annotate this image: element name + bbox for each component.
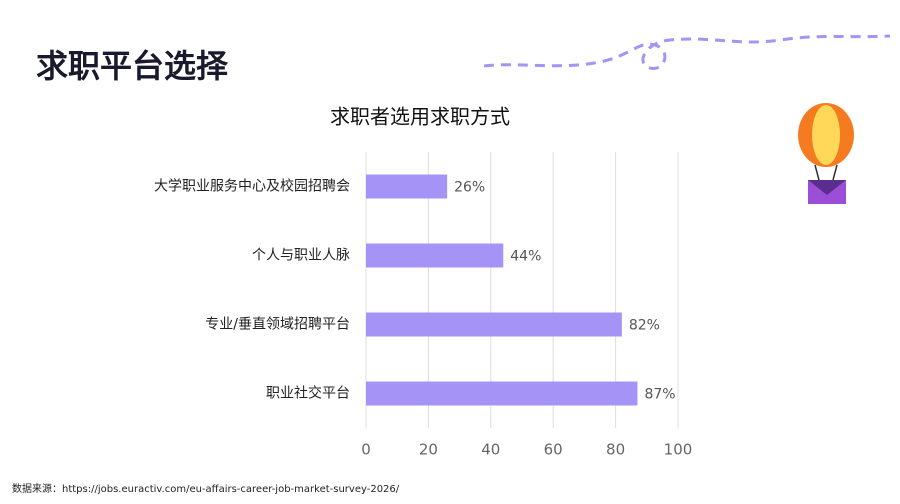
x-tick-label: 20 [419,441,438,459]
bar [366,312,622,337]
value-label: 26% [454,180,485,196]
x-tick-label: 0 [361,441,371,459]
bar [366,174,448,199]
source-note: 数据来源：https://jobs.euractiv.com/eu-affair… [12,482,400,495]
bar [366,243,504,268]
bar [366,381,638,406]
value-label: 82% [629,318,660,334]
x-tick-label: 40 [481,441,500,459]
x-tick-label: 60 [544,441,563,459]
slide-title: 求职平台选择 [36,47,229,85]
x-tick-label: 100 [664,441,693,459]
y-tick-label: 职业社交平台 [266,385,350,402]
value-label: 87% [644,387,675,403]
plot: 0 20 40 60 80 100 大学职业服务中心及校园招聘会 26% 个人与职业人脉 44% 专… [154,152,692,459]
value-label: 44% [510,249,541,265]
chart-title: 求职者选用求职方式 [330,105,510,129]
y-tick-label: 个人与职业人脉 [252,248,350,264]
y-tick-label: 专业/垂直领域招聘平台 [205,316,350,333]
y-tick-label: 大学职业服务中心及校园招聘会 [154,178,350,195]
x-tick-label: 80 [606,441,625,459]
balloon-icon [798,103,854,204]
